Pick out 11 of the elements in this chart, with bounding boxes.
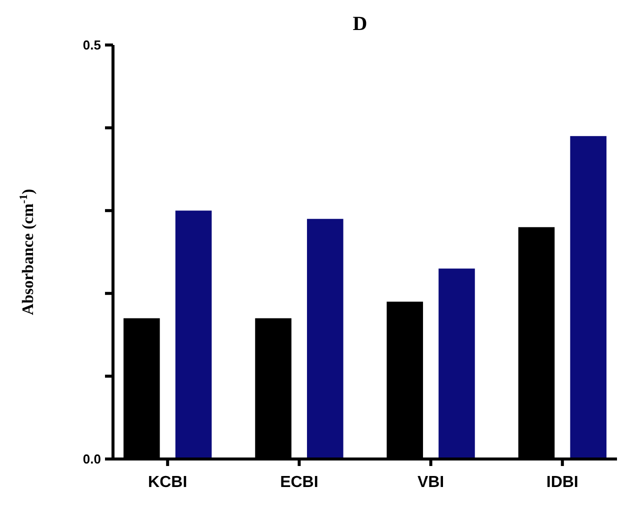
bar <box>438 268 475 459</box>
chart-title: D <box>352 13 368 35</box>
x-tick-label: IDBI <box>546 474 578 491</box>
bar <box>306 218 344 459</box>
y-tick-label: 0.5 <box>82 38 101 53</box>
bar <box>175 210 212 459</box>
x-tick-label: VBI <box>417 474 444 491</box>
x-tick-label: ECBI <box>280 474 318 491</box>
y-tick-label: 0.0 <box>82 452 101 467</box>
bar <box>570 136 606 459</box>
x-tick-label: KCBI <box>148 474 188 491</box>
